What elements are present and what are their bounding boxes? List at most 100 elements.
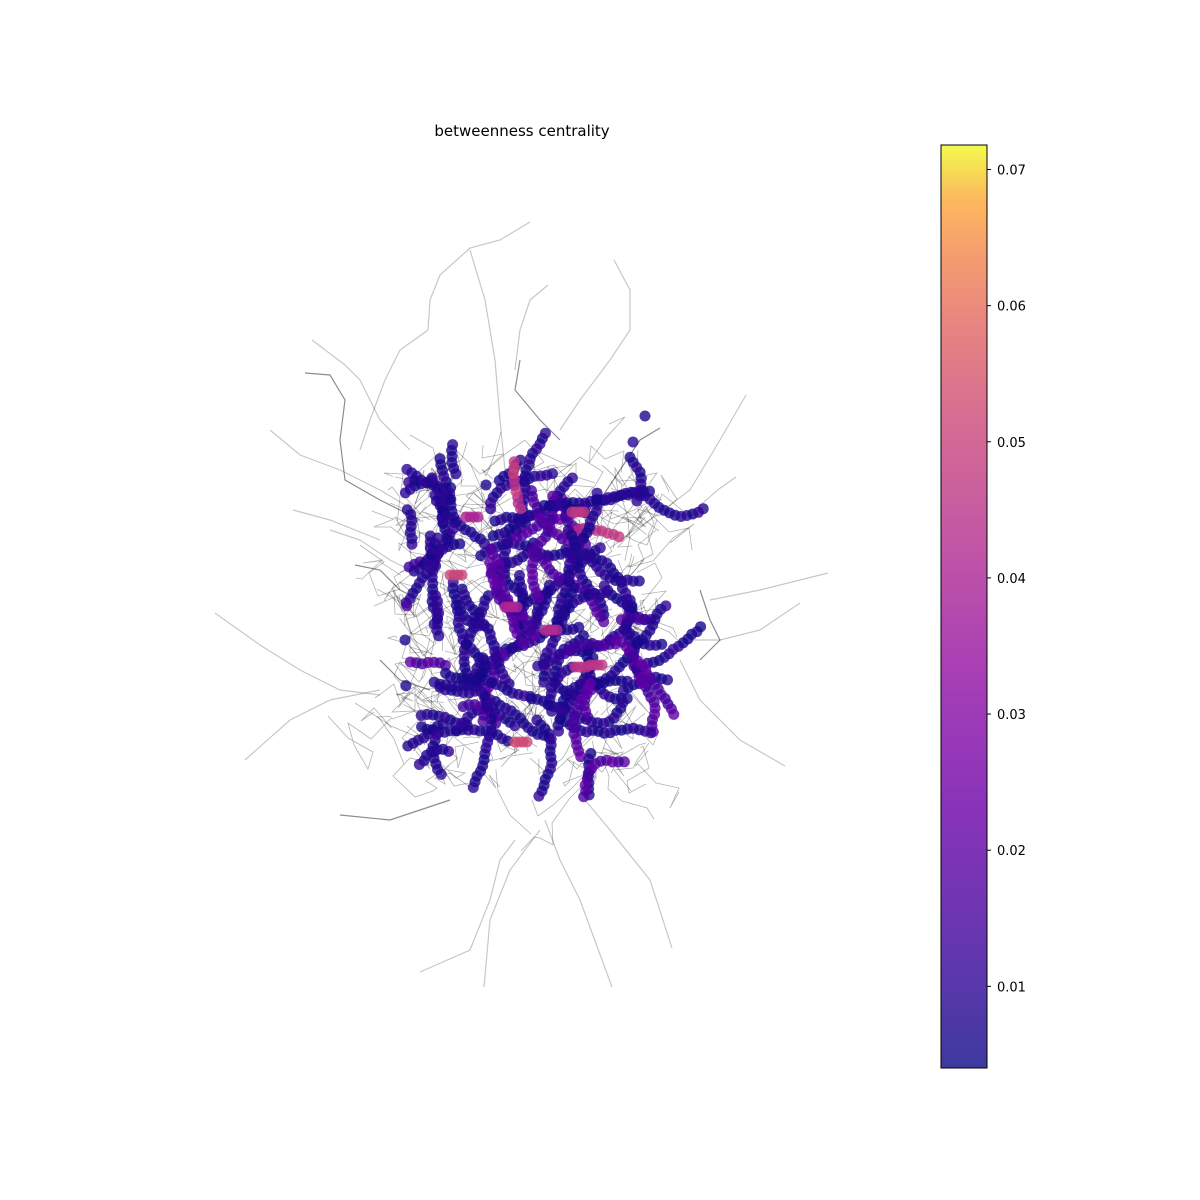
network-node xyxy=(440,667,452,679)
inner-road xyxy=(448,626,459,656)
network-nodes xyxy=(399,410,709,803)
colorbar-gradient xyxy=(941,145,987,1068)
inner-road xyxy=(631,599,645,623)
network-node xyxy=(562,524,574,536)
network-node xyxy=(575,751,587,763)
colorbar-tick-label: 0.05 xyxy=(997,436,1026,451)
inner-road xyxy=(588,416,626,473)
network-node xyxy=(551,624,563,636)
inner-road xyxy=(376,588,416,617)
network-node xyxy=(447,439,459,451)
network-node xyxy=(538,676,550,688)
outer-road xyxy=(469,249,506,471)
colorbar-frame xyxy=(940,144,988,1069)
outer-road xyxy=(679,659,786,767)
outer-road xyxy=(544,819,613,988)
network-node xyxy=(533,790,545,802)
network-node xyxy=(521,736,533,748)
road xyxy=(699,589,721,661)
network-node xyxy=(482,590,494,602)
inner-road xyxy=(626,745,650,794)
inner-road xyxy=(395,681,481,739)
road xyxy=(379,659,431,691)
network-node xyxy=(578,506,590,518)
inner-road xyxy=(520,753,594,852)
network-node xyxy=(511,601,523,613)
network-node xyxy=(668,708,680,720)
network-node xyxy=(601,587,613,599)
outer-road xyxy=(244,689,381,761)
inner-road xyxy=(481,439,545,478)
inner-road xyxy=(374,683,415,703)
network-node xyxy=(399,487,411,499)
network-node xyxy=(639,410,651,422)
outer-road xyxy=(311,339,411,451)
inner-road xyxy=(595,474,678,525)
outer-road xyxy=(359,221,531,451)
network-node xyxy=(487,530,499,542)
network-node xyxy=(484,556,496,568)
network-node xyxy=(401,600,413,612)
outer-road xyxy=(619,394,747,541)
outer-road xyxy=(584,799,673,949)
inner-road xyxy=(495,769,532,835)
outer-road xyxy=(483,829,541,988)
network-node xyxy=(413,759,425,770)
inner-road xyxy=(628,523,695,568)
inner-road xyxy=(498,662,535,686)
colorbar: 0.01 0.02 0.03 0.04 0.05 0.06 0.07 xyxy=(940,144,1026,1069)
network-node xyxy=(432,532,443,544)
network-node xyxy=(435,768,447,780)
network-node xyxy=(415,710,427,721)
network-node xyxy=(401,463,413,475)
network-node xyxy=(644,485,655,497)
inner-road xyxy=(477,766,501,789)
inner-road xyxy=(355,559,402,580)
network-node xyxy=(434,453,446,465)
network-node xyxy=(624,451,636,463)
network-node xyxy=(518,637,530,649)
inner-road xyxy=(638,505,660,562)
plot-area xyxy=(214,221,829,988)
network-node xyxy=(402,740,414,752)
inner-road xyxy=(373,588,415,616)
network-node xyxy=(468,611,480,623)
inner-road xyxy=(624,483,662,535)
network-node xyxy=(633,575,645,587)
road xyxy=(304,372,421,521)
road xyxy=(339,799,451,821)
network-node xyxy=(428,676,440,688)
inner-road xyxy=(432,758,480,787)
network-node xyxy=(450,599,462,611)
colorbar-tick-label: 0.04 xyxy=(997,572,1026,587)
inner-road xyxy=(383,472,422,515)
network-node xyxy=(578,791,590,803)
inner-road xyxy=(403,593,435,644)
inner-road xyxy=(383,583,406,626)
colorbar-ticks: 0.01 0.02 0.03 0.04 0.05 0.06 0.07 xyxy=(987,164,1026,995)
inner-road xyxy=(631,508,693,551)
inner-road xyxy=(392,757,450,798)
inner-road xyxy=(617,493,660,548)
outer-road xyxy=(214,612,381,696)
inner-road xyxy=(601,464,639,482)
colorbar-tick-label: 0.02 xyxy=(997,844,1026,859)
inner-road xyxy=(371,510,416,547)
inner-road xyxy=(456,449,492,507)
outer-road xyxy=(269,429,431,521)
inner-road xyxy=(500,679,563,751)
network-node xyxy=(695,621,707,633)
inner-road xyxy=(360,707,392,729)
inner-road xyxy=(481,431,502,480)
network-node xyxy=(514,570,525,581)
inner-road xyxy=(553,456,604,501)
inner-road xyxy=(423,637,441,705)
network-node xyxy=(472,511,484,523)
road xyxy=(514,359,561,441)
network-node xyxy=(656,638,668,650)
inner-road xyxy=(387,486,401,522)
colorbar-tick-label: 0.07 xyxy=(997,164,1026,179)
network-node xyxy=(508,456,520,468)
outer-road xyxy=(514,284,549,371)
inner-road xyxy=(408,635,433,660)
